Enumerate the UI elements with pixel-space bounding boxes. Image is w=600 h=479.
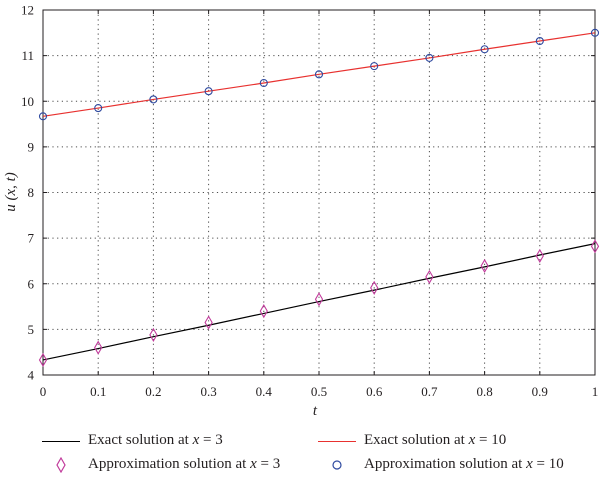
diamond-marker <box>204 315 213 330</box>
circle-marker <box>314 70 324 79</box>
y-tick-label: 10 <box>21 94 34 109</box>
legend-item-approx-x3: Approximation solution at x = 3 <box>42 456 280 473</box>
x-axis-label: t <box>313 403 318 419</box>
diamond-marker <box>535 248 544 264</box>
circle-marker <box>149 95 158 104</box>
y-axis: 4 5 6 7 8 9 10 11 12 <box>21 3 595 383</box>
x-tick-label: 0 <box>40 384 47 399</box>
legend-diamond-marker <box>42 456 80 473</box>
legend-label: Approximation solution at x = 10 <box>364 456 564 472</box>
line-chart: 0 0.1 0.2 0.3 0.4 0.5 0.6 0.7 0.8 0.9 1 4 5 6 7 8 9 10 11… <box>3 3 600 419</box>
y-tick-label: 6 <box>28 276 35 291</box>
x-tick-label: 0.5 <box>311 384 327 399</box>
x-tick-label: 0.1 <box>90 384 106 399</box>
diamond-marker <box>259 304 268 319</box>
y-tick-label: 5 <box>28 322 35 337</box>
diamond-marker <box>38 352 48 368</box>
diamond-marker <box>314 292 324 307</box>
x-tick-label: 0.6 <box>366 384 383 399</box>
legend-item-approx-x10: Approximation solution at x = 10 <box>318 456 564 473</box>
x-tick-label: 0.9 <box>532 384 548 399</box>
diamond-marker <box>370 280 379 295</box>
series-line <box>42 243 596 361</box>
y-tick-label: 9 <box>28 139 35 154</box>
legend-line-red <box>318 434 356 448</box>
circle-marker <box>204 87 213 96</box>
series-line <box>42 32 596 117</box>
y-tick-label: 12 <box>21 3 34 18</box>
legend-label: Exact solution at x = 3 <box>88 432 223 448</box>
legend: Exact solution at x = 3 Exact solution a… <box>0 426 600 476</box>
x-tick-label: 0.7 <box>421 384 438 399</box>
legend-item-exact-x10: Exact solution at x = 10 <box>318 432 506 449</box>
x-tick-label: 0.3 <box>200 384 216 399</box>
x-tick-label: 0.8 <box>476 384 492 399</box>
y-tick-label: 7 <box>28 231 35 246</box>
diamond-marker <box>149 327 158 342</box>
x-tick-label: 0.4 <box>256 384 273 399</box>
circle-marker <box>38 112 48 121</box>
circle-marker <box>425 53 434 62</box>
legend-label: Approximation solution at x = 3 <box>88 456 281 472</box>
legend-label: Exact solution at x = 10 <box>364 432 507 448</box>
diamond-marker <box>480 258 489 274</box>
circle-marker <box>480 45 489 54</box>
diamond-marker <box>590 239 600 254</box>
legend-circle-marker <box>318 458 356 472</box>
diamond-marker <box>94 340 103 355</box>
circle-marker <box>259 78 268 88</box>
legend-item-exact-x3: Exact solution at x = 3 <box>42 432 223 449</box>
y-tick-label: 11 <box>21 48 34 63</box>
circle-marker <box>535 36 544 46</box>
x-tick-label: 0.2 <box>145 384 161 399</box>
x-tick-label: 1 <box>592 384 599 399</box>
circle-marker <box>590 28 600 37</box>
circle-marker <box>94 104 103 113</box>
y-axis-label: u (x, t) <box>3 172 19 212</box>
diamond-marker <box>425 269 434 284</box>
circle-marker <box>370 62 379 71</box>
legend-line-black <box>42 434 80 448</box>
series-group <box>38 28 600 368</box>
y-tick-label: 4 <box>28 368 35 383</box>
y-tick-label: 8 <box>28 185 35 200</box>
x-axis: 0 0.1 0.2 0.3 0.4 0.5 0.6 0.7 0.8 0.9 1 <box>40 10 599 399</box>
grid-lines <box>43 10 595 375</box>
